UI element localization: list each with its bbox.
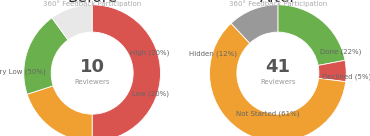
Text: After: After: [259, 0, 296, 5]
Text: 360° Feedback Participation: 360° Feedback Participation: [229, 0, 327, 7]
Text: Reviewers: Reviewers: [260, 79, 296, 85]
Text: Reviewers: Reviewers: [74, 79, 110, 85]
Text: Very Low (50%): Very Low (50%): [0, 69, 46, 75]
Wedge shape: [278, 5, 345, 65]
Text: 360° Feedback Participation: 360° Feedback Participation: [43, 0, 141, 7]
Wedge shape: [27, 86, 92, 136]
Text: High (20%): High (20%): [130, 49, 169, 56]
Text: Not Started (61%): Not Started (61%): [236, 111, 299, 117]
Wedge shape: [92, 5, 161, 136]
Text: Done (22%): Done (22%): [320, 48, 361, 55]
Text: Before: Before: [67, 0, 117, 5]
Text: Declined (5%): Declined (5%): [322, 73, 370, 80]
Text: 10: 10: [80, 58, 105, 76]
Text: Low (20%): Low (20%): [132, 90, 169, 97]
Wedge shape: [231, 5, 278, 43]
Wedge shape: [24, 18, 68, 94]
Text: 41: 41: [265, 58, 290, 76]
Wedge shape: [209, 23, 346, 136]
Wedge shape: [52, 5, 92, 40]
Wedge shape: [318, 60, 346, 82]
Text: Hidden (12%): Hidden (12%): [189, 51, 237, 57]
